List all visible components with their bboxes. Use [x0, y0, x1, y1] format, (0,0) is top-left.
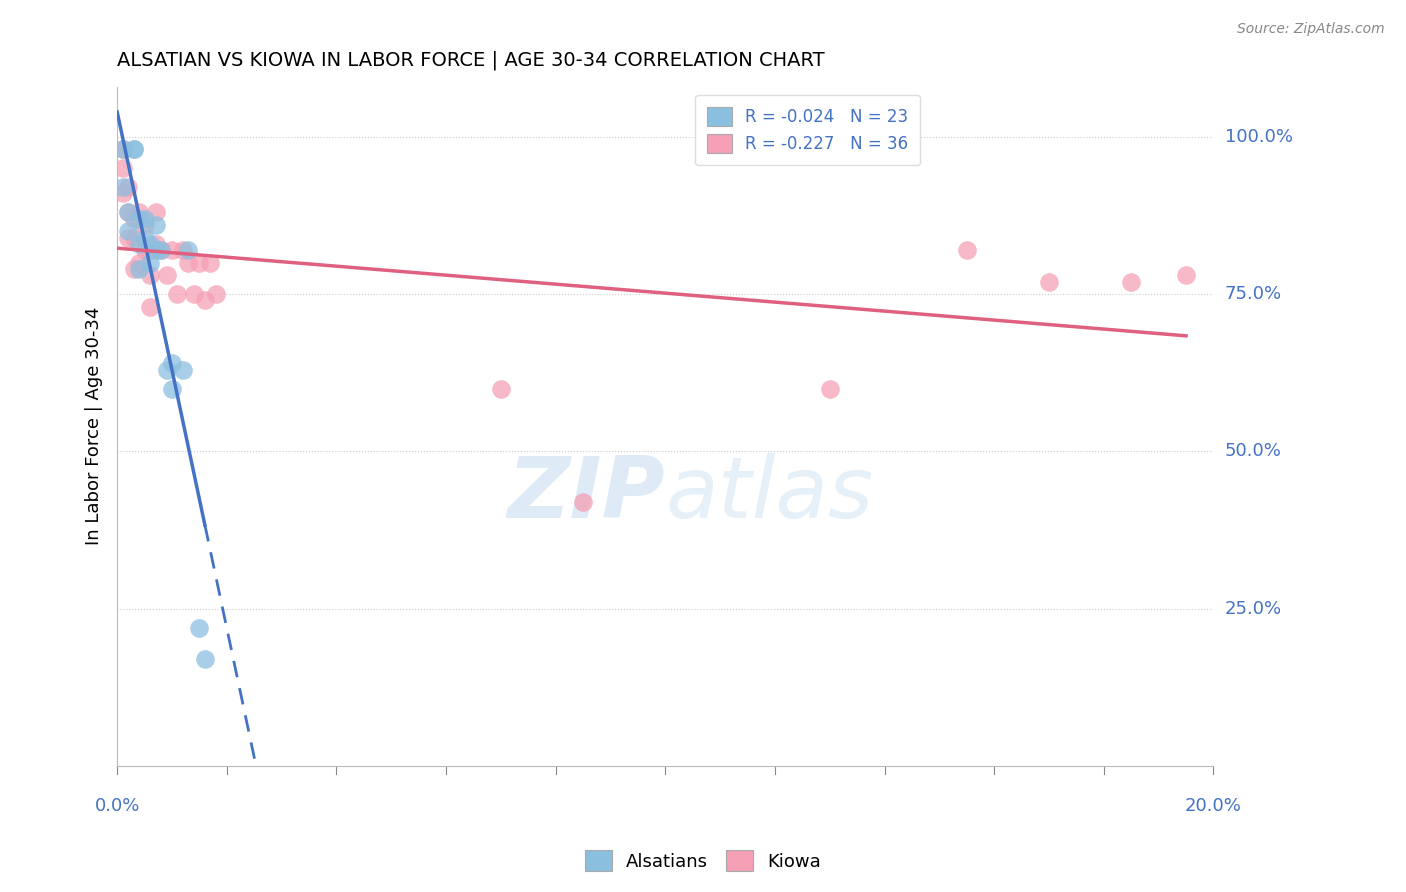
Point [145, 218, 167, 232]
Legend: Alsatians, Kiowa: Alsatians, Kiowa [578, 843, 828, 879]
Point [117, 180, 139, 194]
Y-axis label: In Labor Force | Age 30-34: In Labor Force | Age 30-34 [86, 307, 103, 545]
Legend: R = -0.024   N = 23, R = -0.227   N = 36: R = -0.024 N = 23, R = -0.227 N = 36 [696, 95, 920, 165]
Point [205, 287, 228, 301]
Point [111, 143, 134, 157]
Point [117, 224, 139, 238]
Point [128, 255, 150, 269]
Point [155, 268, 177, 283]
Point [188, 621, 211, 635]
Point [818, 382, 841, 396]
Text: 0.0%: 0.0% [94, 797, 139, 814]
Point [177, 243, 200, 257]
Point [117, 205, 139, 219]
Text: 75.0%: 75.0% [1225, 285, 1282, 303]
Text: ALSATIAN VS KIOWA IN LABOR FORCE | AGE 30-34 CORRELATION CHART: ALSATIAN VS KIOWA IN LABOR FORCE | AGE 3… [117, 51, 825, 70]
Point [177, 255, 200, 269]
Point [155, 362, 177, 376]
Point [1121, 275, 1143, 289]
Point [1175, 268, 1198, 283]
Point [134, 243, 156, 257]
Point [145, 236, 167, 251]
Point [128, 262, 150, 277]
Point [150, 243, 173, 257]
Point [139, 236, 162, 251]
Text: ZIP: ZIP [508, 453, 665, 536]
Point [128, 236, 150, 251]
Point [172, 362, 194, 376]
Point [188, 255, 211, 269]
Point [200, 255, 222, 269]
Point [111, 161, 134, 176]
Point [134, 230, 156, 244]
Point [139, 255, 162, 269]
Point [160, 243, 183, 257]
Point [166, 287, 188, 301]
Point [145, 243, 167, 257]
Point [1038, 275, 1060, 289]
Point [128, 211, 150, 226]
Point [139, 268, 162, 283]
Point [117, 205, 139, 219]
Point [122, 143, 145, 157]
Point [956, 243, 979, 257]
Text: Source: ZipAtlas.com: Source: ZipAtlas.com [1237, 22, 1385, 37]
Point [489, 382, 512, 396]
Point [172, 243, 194, 257]
Point [150, 243, 173, 257]
Text: 50.0%: 50.0% [1225, 442, 1281, 460]
Point [139, 243, 162, 257]
Point [145, 205, 167, 219]
Text: 100.0%: 100.0% [1225, 128, 1292, 146]
Text: 25.0%: 25.0% [1225, 599, 1282, 618]
Point [139, 300, 162, 314]
Point [122, 143, 145, 157]
Point [111, 186, 134, 201]
Point [134, 211, 156, 226]
Point [128, 205, 150, 219]
Point [160, 382, 183, 396]
Point [183, 287, 205, 301]
Point [194, 293, 217, 308]
Point [111, 180, 134, 194]
Point [572, 495, 595, 509]
Point [122, 230, 145, 244]
Text: 20.0%: 20.0% [1185, 797, 1241, 814]
Point [194, 652, 217, 666]
Point [111, 143, 134, 157]
Point [122, 262, 145, 277]
Point [117, 230, 139, 244]
Point [134, 218, 156, 232]
Point [122, 211, 145, 226]
Text: atlas: atlas [665, 453, 873, 536]
Point [160, 356, 183, 370]
